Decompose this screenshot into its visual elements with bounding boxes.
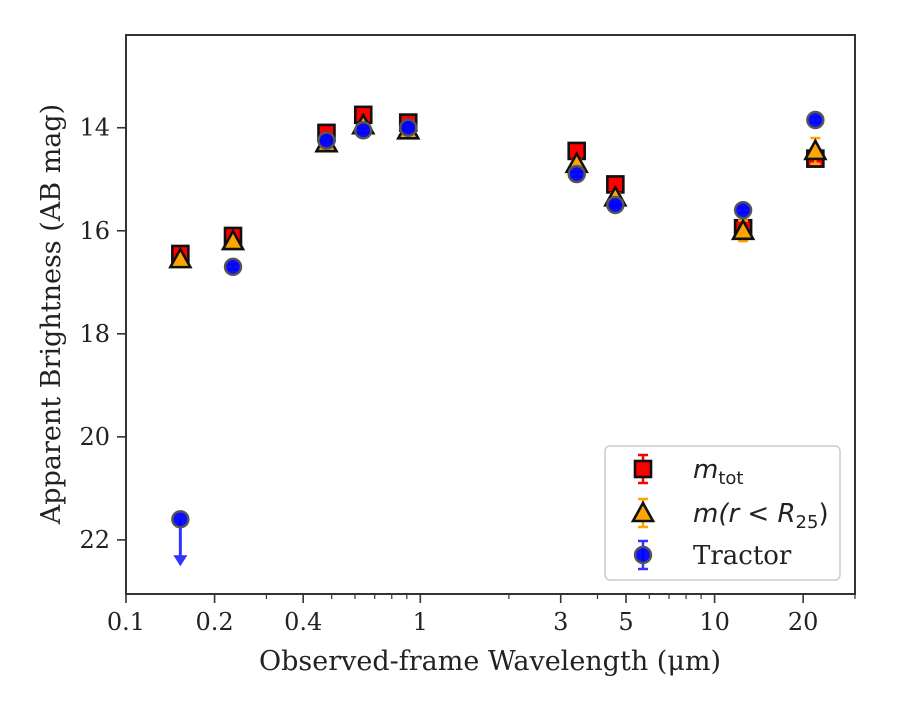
data-point-circle [223,257,243,277]
data-point-circle [399,118,418,137]
y-tick-label: 16 [79,217,110,245]
y-tick-label: 18 [79,320,110,348]
upper-limit-arrow-head [173,555,188,567]
x-axis-ticks: 0.1 0.2 0.4 1 3 5 10 20 [107,594,856,636]
data-point-circle [317,131,336,150]
data-point-triangle [803,138,828,161]
x-tick-label: 3 [553,608,568,636]
legend: mtot m(r < R25) Tractor [604,445,841,581]
data-point-triangle [730,218,756,241]
legend-label: m(r < R25) [693,499,829,533]
y-tick-label: 14 [79,114,110,142]
x-axis-label: Observed-frame Wavelength (μm) [259,646,721,677]
x-tick-label: 0.4 [284,608,322,636]
x-tick-label: 20 [788,608,819,636]
y-tick-label: 20 [79,423,110,451]
legend-marker-circle [633,545,653,565]
data-point-triangle [220,228,246,251]
data-point-circle [806,110,825,130]
data-point-circle [567,164,586,184]
legend-box [604,445,841,581]
data-marks [168,105,828,567]
legend-marker-triangle [630,500,656,523]
y-axis-ticks: 14 16 18 20 22 [79,114,126,554]
data-point-triangle [168,246,193,269]
series-square [171,105,825,264]
x-tick-label: 1 [413,608,428,636]
series-circle [171,110,825,567]
x-tick-label: 5 [618,608,633,636]
x-tick-label: 0.2 [196,608,234,636]
legend-label: Tractor [693,541,792,571]
data-point-circle [354,121,373,140]
x-tick-label: 10 [699,608,730,636]
data-point-circle [606,195,625,215]
legend-label: mtot [693,455,743,489]
plot-frame [125,34,856,595]
x-tick-label: 0.1 [107,608,145,636]
y-axis-label: Apparent Brightness (AB mag) [36,104,67,525]
data-point-circle [171,510,190,529]
legend-marker-square [633,459,653,479]
data-point-circle [733,200,753,220]
y-tick-label: 22 [79,526,110,554]
series-triangle [168,112,828,269]
